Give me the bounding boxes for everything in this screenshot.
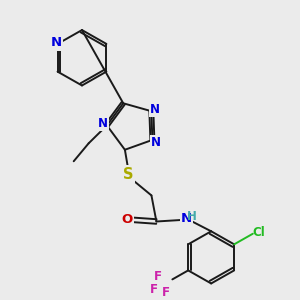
Text: F: F: [162, 286, 170, 299]
Text: N: N: [151, 136, 161, 149]
Text: F: F: [150, 283, 158, 296]
Text: O: O: [122, 213, 133, 226]
Text: N: N: [150, 103, 160, 116]
Text: Cl: Cl: [252, 226, 265, 239]
Text: N: N: [50, 36, 62, 50]
Text: F: F: [153, 270, 161, 283]
Text: N: N: [98, 117, 108, 130]
Text: N: N: [181, 212, 192, 225]
Text: S: S: [123, 167, 134, 182]
Text: H: H: [187, 210, 197, 223]
